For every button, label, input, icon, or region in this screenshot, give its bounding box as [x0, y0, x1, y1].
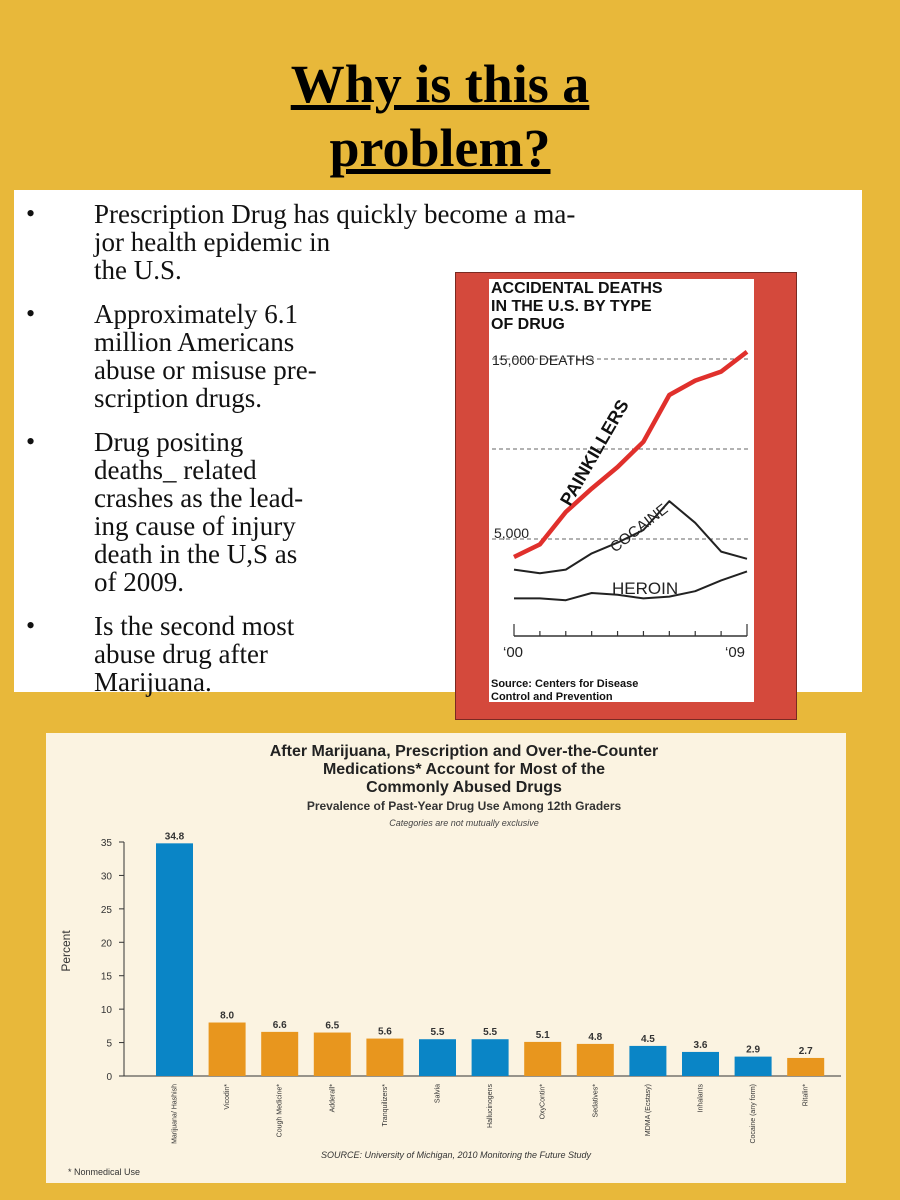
deaths-source-1: Source: Centers for Disease: [491, 678, 638, 690]
bar-chart-bars: 34.8 Marijuana/ Hashish 8.0 Vicodin* 6.6 Coug…: [156, 831, 825, 1144]
bar-category-label: Adderall*: [329, 1084, 336, 1113]
cocaine-series-label: COCAINE: [607, 501, 671, 556]
deaths-chart-title-3: OF DRUG: [491, 316, 565, 333]
bar-value-label: 5.5: [431, 1027, 445, 1038]
bar: [734, 1056, 772, 1076]
bar-y-tick-label: 15: [101, 972, 113, 983]
painkillers-series-label: PAINKILLERS: [556, 396, 633, 509]
bar: [524, 1041, 562, 1076]
bar-value-label: 4.5: [641, 1034, 655, 1045]
deaths-y-tick-5000: 5,000: [494, 525, 529, 541]
bar-value-label: 3.6: [694, 1040, 708, 1051]
bar-value-label: 2.7: [799, 1046, 813, 1057]
bar-category-label: Marijuana/ Hashish: [172, 1084, 179, 1144]
bar: [576, 1043, 614, 1076]
deaths-x-tick-00: ‘00: [503, 644, 523, 661]
bullet-dot: •: [26, 299, 36, 328]
bar-chart-y-label: Percent: [59, 930, 73, 972]
bar-value-label: 2.9: [746, 1045, 760, 1056]
deaths-chart-title-1: ACCIDENTAL DEATHS: [491, 280, 663, 297]
bar-category-label: Tranquilizers*: [382, 1084, 389, 1127]
bar-category-label: Sedatives*: [592, 1084, 599, 1118]
bar-y-tick-label: 30: [101, 871, 113, 882]
bar-chart-footnote: * Nonmedical Use: [68, 1167, 140, 1177]
heroin-series-label: HEROIN: [612, 579, 678, 598]
bar-category-label: Ritalin*: [803, 1084, 810, 1106]
bar-value-label: 6.6: [273, 1020, 287, 1031]
bar-y-tick-label: 0: [106, 1072, 112, 1083]
bar-category-label: OxyContin*: [540, 1084, 547, 1120]
bar-value-label: 34.8: [165, 831, 185, 842]
bar-y-tick-label: 35: [101, 838, 113, 849]
bullet-text: Drug positing deaths_ related crashes as…: [94, 427, 304, 597]
bullet-text: Is the second most abuse drug after Mari…: [94, 611, 295, 697]
bar: [419, 1039, 456, 1076]
bar-y-tick-label: 10: [101, 1005, 113, 1016]
bar: [787, 1057, 825, 1076]
bar-category-label: Cocaine (any form): [750, 1084, 757, 1144]
bar-category-label: Cough Medicine*: [277, 1084, 284, 1138]
bar: [261, 1031, 299, 1076]
heroin-line: [514, 570, 748, 602]
bullet-dot: •: [26, 199, 36, 228]
bar-y-tick-label: 25: [101, 905, 113, 916]
accidental-deaths-chart: ACCIDENTAL DEATHS IN THE U.S. BY TYPE OF…: [489, 279, 754, 702]
drug-use-bar-chart: After Marijuana, Prescription and Over-t…: [46, 733, 846, 1183]
bar-category-label: Inhalants: [698, 1084, 705, 1113]
deaths-y-tick-15000: 15,000 DEATHS: [492, 352, 594, 368]
bar: [313, 1032, 351, 1076]
bar-chart-subtitle: Prevalence of Past-Year Drug Use Among 1…: [307, 799, 622, 813]
bar-value-label: 5.1: [536, 1030, 550, 1041]
bar-chart-title-3: Commonly Abused Drugs: [366, 779, 562, 796]
bar-value-label: 8.0: [220, 1011, 234, 1022]
deaths-gridlines: [492, 358, 751, 540]
slide-title-line-1: Why is this a: [290, 54, 590, 114]
bar-category-label: Salvia: [435, 1084, 442, 1103]
cocaine-line: [513, 500, 748, 575]
bullet-text: Approximately 6.1 million Americans abus…: [94, 299, 317, 413]
bullet-dot: •: [26, 611, 36, 640]
bullet-text: Prescription Drug has quickly become a m…: [94, 199, 576, 285]
bar: [366, 1038, 404, 1076]
bar-y-tick-label: 5: [106, 1039, 112, 1050]
bar-chart-title-1: After Marijuana, Prescription and Over-t…: [270, 743, 659, 760]
bar: [629, 1045, 667, 1076]
slide-title-line-2: problem?: [329, 118, 551, 178]
bar-value-label: 5.5: [483, 1027, 497, 1038]
bar-chart-note: Categories are not mutually exclusive: [389, 818, 539, 828]
bar-y-tick-label: 20: [101, 938, 113, 949]
deaths-x-tick-09: ‘09: [725, 644, 745, 661]
bar-category-label: MDMA (Ecstasy): [645, 1084, 652, 1136]
bar: [682, 1051, 719, 1076]
bar: [156, 843, 193, 1076]
bar-category-label: Hallucinogens: [487, 1084, 494, 1128]
bar-value-label: 6.5: [325, 1021, 339, 1032]
bar-value-label: 5.6: [378, 1027, 392, 1038]
bar-value-label: 4.8: [588, 1032, 602, 1043]
bar-chart-source: SOURCE: University of Michigan, 2010 Mon…: [321, 1150, 592, 1160]
bar: [208, 1022, 246, 1076]
deaths-chart-title-2: IN THE U.S. BY TYPE: [491, 298, 652, 315]
deaths-source-2: Control and Prevention: [491, 691, 613, 702]
bar: [471, 1039, 509, 1076]
bullet-dot: •: [26, 427, 36, 456]
painkillers-line: [513, 350, 749, 560]
deaths-series-lines: [513, 350, 749, 602]
deaths-x-axis: [513, 624, 748, 637]
slide-title: Why is this a problem?: [0, 52, 880, 180]
bar-chart-title-2: Medications* Account for Most of the: [323, 761, 605, 778]
bar-category-label: Vicodin*: [224, 1084, 231, 1110]
